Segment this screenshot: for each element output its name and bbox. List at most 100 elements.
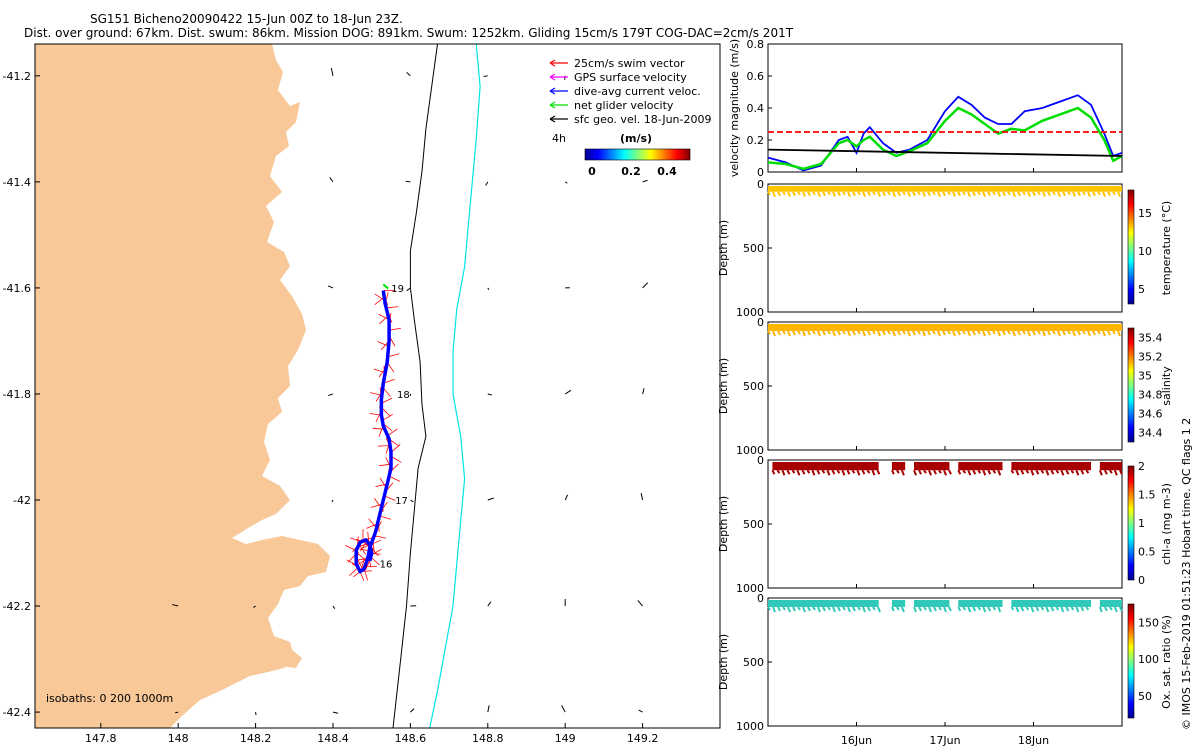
map-axes-frame [34,43,721,729]
salinity-data-spike [1072,330,1076,337]
salinity-data-spike [1007,330,1011,335]
oxygen-data-spike [767,606,771,611]
legend-arrowhead [549,73,556,81]
velocity-y-tick-label: 0.4 [747,102,765,115]
oxygen-data-spike [928,606,932,613]
oxygen-data-band [958,600,1003,607]
geo-vector [561,705,566,713]
temperature-data-spike [842,191,846,196]
geo-vector [483,75,488,77]
geo-vector [487,705,490,713]
chl-a-colorbar-tick-label: 0.5 [1138,546,1156,559]
salinity-data-spike [1112,330,1116,335]
salinity-data-spike [807,330,811,336]
isobaths-label: isobaths: 0 200 1000m [46,692,173,705]
salinity-data-spike [1037,330,1041,335]
temperature-data-spike [1117,191,1121,198]
temperature-data-spike [997,191,1001,198]
salinity-data-spike [937,330,941,337]
chl-a-data-spike [943,469,947,476]
oxygen-data-spike [1103,606,1108,612]
geo-vector [327,285,334,289]
temperature-data-spike [882,191,886,197]
map-panel: 147.8 148 148.2 148.4 148.6 148.8 149 149.2 -41.… [3,43,721,745]
salinity-data-spike [1077,330,1081,336]
salinity-data-spike [887,330,891,335]
swim-vector [374,535,386,539]
salinity-data-spike [1027,330,1031,337]
temperature-data-spike [847,191,851,198]
chl-a-data-spike [982,469,987,476]
chl-a-data-band [772,462,879,471]
oxygen-colorbar-label: Ox. sat. ratio (%) [1160,615,1173,709]
chl-a-data-spike [977,469,982,474]
chl-a-data-spike [1065,469,1070,475]
salinity-data-spike [922,330,926,337]
velocity-y-axis-label: velocity magnitude (m/s) [728,39,741,177]
map-y-tick-label: -41.2 [3,70,31,83]
oxygen-data-spike [1045,606,1050,613]
chl-a-data-band [1099,462,1122,471]
salinity-data-spike [1082,330,1086,335]
salinity-colorbar-tick-label: 35.2 [1138,351,1163,364]
salinity-data-spike [862,330,866,337]
salinity-data-spike [837,330,841,336]
chl-a-data-spike [1030,469,1035,476]
salinity-data-spike [852,330,856,336]
oxygen-data-spike [1040,606,1045,611]
oxygen-data-spike [972,606,977,612]
salinity-colorbar-tick-label: 35 [1138,370,1152,383]
temperature-data-spike [782,191,786,196]
salinity-data-spike [822,330,826,336]
salinity-data-spike [892,330,896,337]
chl-a-data-spike [801,469,806,475]
map-y-tick-label: -41.4 [3,176,31,189]
oxygen-data-spike [812,606,816,611]
temperature-data-spike [897,191,901,197]
chl-a-data-spike [972,469,977,475]
temperature-data-spike [927,191,931,197]
chl-a-data-spike [781,469,786,476]
salinity-data-spike [1062,330,1066,336]
salinity-data-spike [902,330,906,335]
swim-vector [379,515,392,520]
temperature-data-spike [837,191,841,197]
salinity-y-axis-label: Depth (m) [717,358,730,414]
temperature-data-spike [932,191,936,196]
chl-a-data-spike [1040,469,1045,474]
swim-vector [372,428,385,430]
geo-vector [406,72,411,77]
chl-a-y-tick-label: 1000 [736,582,764,595]
oxygen-data-spike [1010,606,1015,611]
chl-a-data-spike [876,469,881,475]
salinity-data-spike [797,330,801,335]
chl-a-data-spike [1070,469,1075,474]
chl-a-data-spike [992,469,997,474]
chl-a-data-band [1011,462,1092,471]
chl-a-data-spike [791,469,796,474]
chl-a-data-spike [846,469,851,475]
geo-vector [487,601,492,607]
chl-a-data-spike [896,469,900,474]
oxygen-data-spike [1070,606,1075,611]
salinity-data-spike [777,330,781,336]
chl-a-data-spike [1015,469,1020,476]
temperature-data-spike [992,191,996,196]
velocity-series-line [767,106,1123,171]
salinity-data-spike [1067,330,1071,335]
map-y-tick-label: -42.4 [3,706,31,719]
oxygen-y-tick-label: 500 [743,656,764,669]
land-tasmania [35,44,330,728]
oxygen-data-spike [797,606,801,611]
glider-track [354,290,393,574]
oxygen-data-spike [900,606,905,613]
oxygen-data-spike [1025,606,1030,611]
temperature-data-spike [1032,191,1036,197]
chl-a-data-spike [962,469,967,474]
salinity-data-spike [947,330,951,335]
temperature-data-spike [987,191,991,197]
temperature-data-spike [832,191,836,198]
salinity-data-spike [782,330,786,335]
velocity-series-line [767,94,1123,172]
